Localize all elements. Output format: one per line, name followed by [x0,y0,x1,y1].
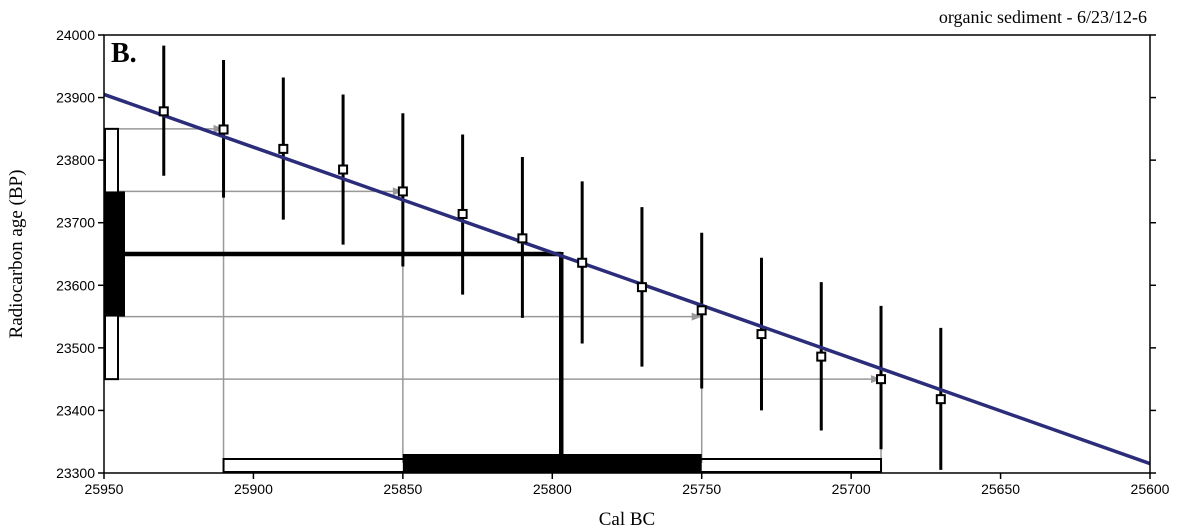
data-point [457,208,468,219]
data-point [278,143,289,154]
x-tick-label: 25750 [682,481,721,497]
y-tick-label: 23300 [56,465,95,481]
x-tick-label: 25700 [832,481,871,497]
x-tick-label: 25800 [533,481,572,497]
projection-1sigma-lower-arrowhead [691,312,702,321]
x-tick-label: 25850 [383,481,422,497]
panel-label: B. [111,38,137,69]
y-tick-label: 23800 [56,152,95,168]
age-1sigma-bar [105,191,125,317]
plot-frame [103,34,1151,474]
plot-area: 25950 25900 25850 25800 25750 25700 25650 25600… [56,27,1170,497]
data-point [696,305,707,316]
y-axis-title: Radiocarbon age (BP) [6,170,27,339]
data-point [577,257,588,268]
data-point [636,282,647,293]
data-point [816,351,827,362]
x-tick-label: 25950 [85,481,124,497]
x-tick-label: 25600 [1131,481,1170,497]
data-point [935,394,946,405]
x-tick-label: 25900 [234,481,273,497]
data-point [397,186,408,197]
y-tick-label: 23900 [56,90,95,106]
y-tick-label: 23400 [56,402,95,418]
y-tick-label: 23700 [56,215,95,231]
y-tick-label: 23600 [56,277,95,293]
y-tick-label: 24000 [56,27,95,43]
calibration-curve [103,92,1151,466]
data-point [338,164,349,175]
chart-title: organic sediment - 6/23/12-6 [939,7,1147,27]
data-point [158,106,169,117]
y-tick-label: 23500 [56,340,95,356]
data-point [876,374,887,385]
data-point [218,124,229,135]
data-point [756,329,767,340]
cal-1sigma-bar [402,454,702,472]
x-tick-label: 25650 [981,481,1020,497]
x-axis-title: Cal BC [599,509,655,530]
data-point [517,233,528,244]
